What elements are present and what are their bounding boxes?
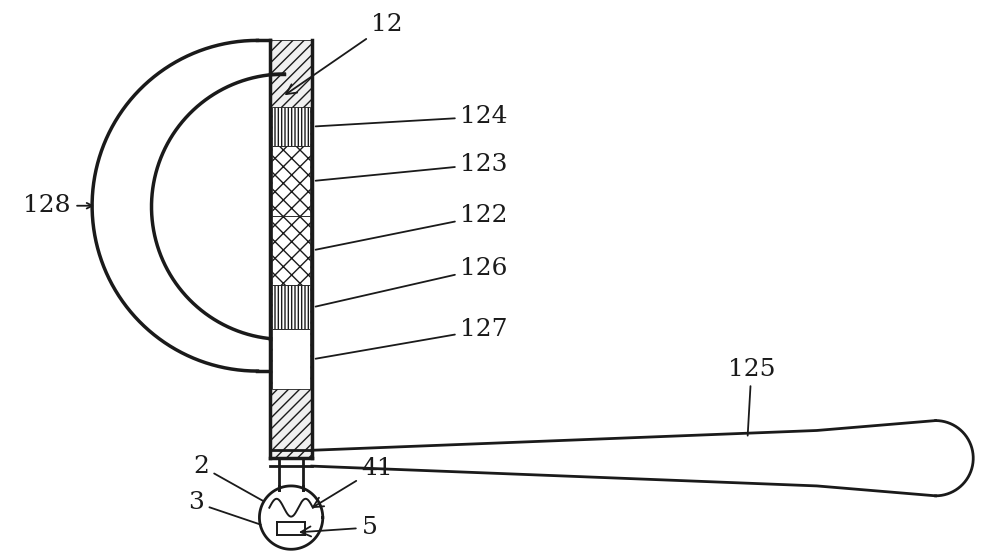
Text: 126: 126 [316, 257, 508, 306]
Text: 128: 128 [23, 194, 70, 217]
Text: 124: 124 [316, 105, 508, 128]
Bar [270, 40, 312, 458]
Text: 125: 125 [728, 358, 775, 436]
Text: 2: 2 [193, 455, 264, 502]
Text: 122: 122 [316, 204, 508, 250]
Text: 3: 3 [188, 491, 261, 525]
Bar [272, 146, 310, 215]
Text: 127: 127 [316, 318, 508, 359]
Bar [272, 285, 310, 329]
Bar [272, 215, 310, 285]
Text: 5: 5 [301, 516, 377, 539]
Text: 12: 12 [286, 13, 403, 94]
Bar [272, 107, 310, 146]
Text: 41: 41 [313, 456, 393, 507]
Bar [272, 329, 310, 389]
Text: 123: 123 [316, 153, 508, 181]
